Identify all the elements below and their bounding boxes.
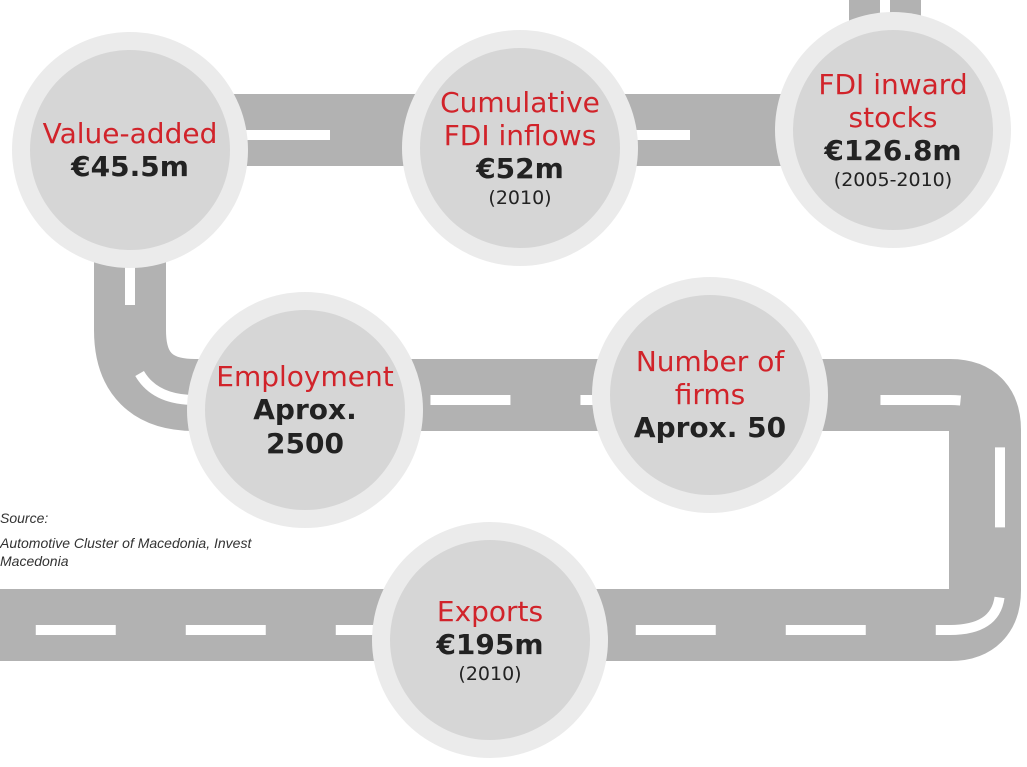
node-label: Value-added bbox=[43, 117, 218, 150]
node-value: €45.5m bbox=[71, 150, 189, 184]
node: Value-added€45.5m bbox=[15, 50, 245, 250]
node-value: €52m bbox=[476, 152, 564, 186]
node-value: Aprox. 50 bbox=[634, 411, 786, 445]
node-value: €126.8m bbox=[824, 134, 961, 168]
node-label: Exports bbox=[437, 595, 543, 628]
node-label: Number of firms bbox=[615, 345, 805, 411]
source: Source: Automotive Cluster of Macedonia,… bbox=[0, 510, 290, 570]
node-note: (2010) bbox=[488, 186, 551, 210]
node-note: (2005-2010) bbox=[834, 168, 952, 192]
node: FDI inward stocks€126.8m(2005-2010) bbox=[798, 30, 988, 230]
node: Exports€195m(2010) bbox=[390, 540, 590, 740]
node-label: Cumulative FDI inflows bbox=[420, 86, 620, 152]
node-value: Aprox. 2500 bbox=[210, 393, 400, 461]
node-value: €195m bbox=[436, 628, 543, 662]
source-text: Automotive Cluster of Macedonia, Invest … bbox=[0, 534, 290, 570]
node-label: FDI inward stocks bbox=[798, 68, 988, 134]
node: Cumulative FDI inflows€52m(2010) bbox=[420, 48, 620, 248]
node-note: (2010) bbox=[458, 662, 521, 686]
node-label: Employment bbox=[216, 360, 393, 393]
page: {"nodes": [ {"label": "Value-added", "va… bbox=[0, 0, 1027, 767]
source-title: Source: bbox=[0, 510, 290, 526]
